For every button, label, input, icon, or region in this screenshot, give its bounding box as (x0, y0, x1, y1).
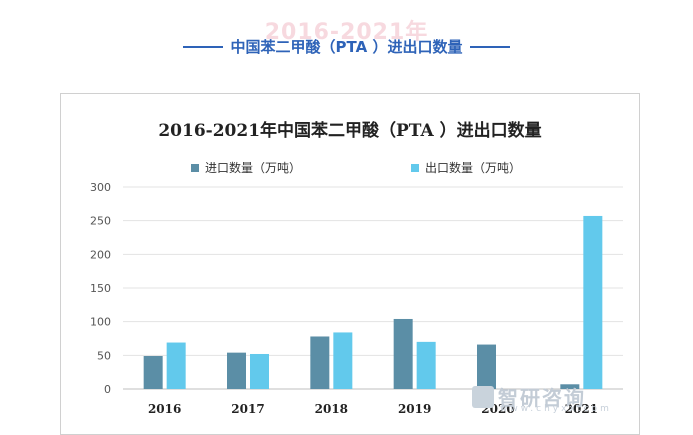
y-tick-label: 0 (104, 383, 111, 396)
x-tick-label: 2021 (565, 402, 598, 416)
x-tick-label: 2016 (148, 402, 181, 416)
legend-item-export: 出口数量（万吨） (411, 159, 521, 176)
watermark-url: www.chyxx.com (500, 404, 612, 414)
legend-item-import: 进口数量（万吨） (191, 159, 301, 176)
legend-swatch-import (191, 163, 199, 172)
legend-swatch-export (411, 163, 419, 172)
watermark-text: 智研咨询 (498, 386, 586, 410)
bar-import (310, 336, 330, 389)
bar-export (333, 332, 353, 389)
bar-export (583, 215, 603, 389)
legend-label-export: 出口数量（万吨） (425, 161, 522, 175)
chart-title: 2016-2021年中国苯二甲酸（PTA ）进出口数量 (158, 121, 542, 141)
y-tick-label: 50 (97, 349, 111, 362)
x-tick-label: 2019 (398, 402, 431, 416)
watermark-logo-icon (472, 385, 494, 408)
bar-import (560, 384, 580, 389)
bar-export (250, 353, 269, 389)
chart-panel: 2016-2021年中国苯二甲酸（PTA ）进出口数量 进口数量（万吨） 出口数… (60, 93, 640, 435)
bar-import (477, 344, 496, 389)
bar-import (393, 318, 413, 389)
bar-import (227, 352, 246, 389)
bar-import (143, 356, 163, 389)
bar-export (166, 342, 186, 389)
x-tick-label: 2017 (231, 402, 264, 416)
header-line-right (470, 45, 511, 48)
y-tick-label: 250 (90, 215, 111, 228)
y-tick-label: 200 (90, 248, 111, 261)
header-line-left (182, 45, 223, 48)
y-tick-label: 150 (90, 282, 111, 295)
page-title: 中国苯二甲酸（PTA ）进出口数量 (230, 38, 463, 56)
bar-export (416, 341, 436, 389)
page-header: 中国苯二甲酸（PTA ）进出口数量 (0, 36, 693, 57)
legend-label-import: 进口数量（万吨） (205, 161, 302, 175)
y-tick-label: 100 (90, 316, 111, 329)
ghost-title: 2016-2021年 (264, 20, 429, 45)
y-tick-label: 300 (90, 181, 111, 194)
watermark: 智研咨询 www.chyxx.com (472, 382, 609, 414)
x-tick-label: 2018 (315, 402, 348, 416)
